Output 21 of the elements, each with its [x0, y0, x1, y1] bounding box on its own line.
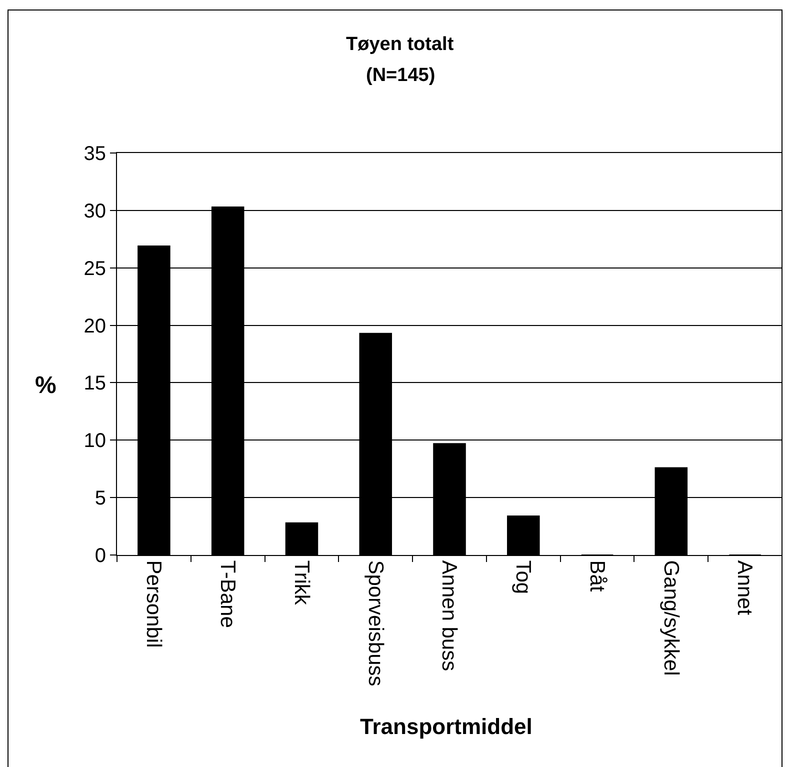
y-tick-label: 30: [84, 200, 106, 222]
x-tick-label: Båt: [585, 560, 608, 592]
x-tick-label: Tog: [512, 560, 535, 594]
chart-subtitle: (N=145): [366, 65, 436, 86]
x-axis-title: Transportmiddel: [360, 714, 532, 739]
y-tick-label: 5: [94, 488, 106, 510]
y-tick-label: 10: [84, 430, 106, 452]
x-tick-label: Annet: [733, 560, 756, 616]
y-tick-label: 20: [84, 315, 106, 338]
x-tick-label: Annen buss: [438, 560, 461, 672]
y-tick-label: 0: [94, 545, 106, 567]
x-tick-label: T-Bane: [216, 560, 240, 628]
x-tick-label: Sporveisbuss: [364, 560, 387, 686]
x-tick-label: Trikk: [290, 560, 313, 606]
y-tick-label: 25: [84, 258, 106, 280]
y-tick-label: 15: [84, 372, 106, 395]
x-tick-label: Gang/sykkel: [659, 560, 682, 676]
y-tick-label: 35: [84, 143, 106, 165]
x-tick-label: Personbil: [142, 560, 166, 648]
y-axis-title: %: [35, 372, 56, 399]
chart-title: Tøyen totalt: [346, 34, 454, 55]
